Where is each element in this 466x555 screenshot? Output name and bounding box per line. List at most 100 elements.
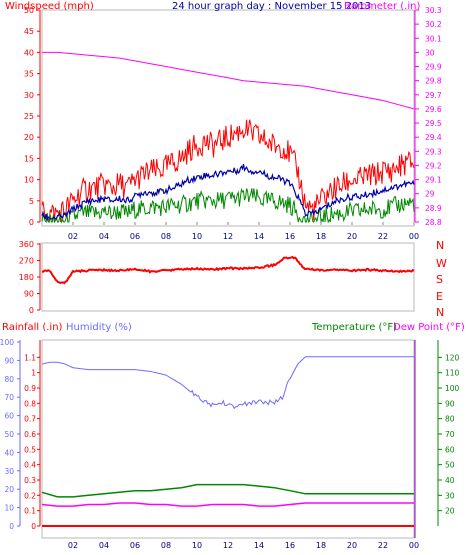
wind-tick-label: 5 [29, 197, 34, 206]
hour-label: 04 [99, 232, 109, 241]
humidity-axis-label: Humidity (%) [66, 322, 132, 333]
wind-series [41, 51, 415, 224]
humidity-tick-label: 10 [4, 504, 14, 513]
hour-label: 00 [409, 232, 419, 241]
direction-tick-label: 270 [19, 257, 34, 266]
temp-tick-label: 120 [445, 353, 460, 362]
hour-label: 20 [347, 541, 357, 550]
compass-label: S [436, 273, 443, 286]
rain-tick-label: 1.1 [24, 353, 36, 362]
rain-tick-label: 1 [31, 369, 36, 378]
baro-tick-label: 29.3 [425, 147, 442, 156]
rain-tick-label: 0.2 [24, 491, 36, 500]
compass-label: N [436, 239, 444, 252]
direction-tick-label: 180 [19, 273, 34, 282]
temp-tick-label: 40 [445, 476, 455, 485]
temp-tick-label: 20 [445, 507, 455, 516]
wind-tick-label: 20 [24, 133, 34, 142]
hour-label: 22 [378, 232, 388, 241]
wind-tick-label: 0 [29, 218, 34, 227]
baro-tick-label: 29.1 [425, 176, 442, 185]
temperature-line [41, 483, 414, 498]
temp-tick-label: 60 [445, 445, 455, 454]
rain-tick-label: 0.7 [24, 415, 36, 424]
baro-tick-label: 29.6 [425, 105, 442, 114]
compass-label: W [436, 257, 447, 270]
compass-label: E [436, 290, 443, 303]
hour-label: 18 [316, 232, 326, 241]
direction-panel-frame [41, 242, 415, 312]
hour-label: 20 [347, 232, 357, 241]
rain-tick-label: 0.4 [24, 461, 36, 470]
wind-tick-label: 30 [24, 91, 34, 100]
wind-axis-label: Windspeed (mph) [5, 1, 94, 12]
humidity-line [41, 356, 414, 410]
barometer-line [42, 51, 415, 110]
humidity-tick-label: 60 [4, 412, 14, 421]
baro-tick-label: 29.8 [425, 77, 442, 86]
wind-tick-label: 35 [24, 70, 34, 79]
direction-tick-label: 0 [29, 306, 34, 315]
direction-tick-label: 360 [19, 240, 34, 249]
rain-tick-label: 0.9 [24, 384, 36, 393]
wind-tick-label: 40 [24, 48, 34, 57]
hour-label: 02 [68, 232, 78, 241]
hour-label: 10 [192, 232, 202, 241]
compass-label: N [436, 306, 444, 319]
hour-label: 16 [285, 541, 295, 550]
wind-panel-frame [41, 9, 415, 227]
direction-line [41, 255, 415, 285]
baro-tick-label: 30 [425, 48, 435, 57]
baro-tick-label: 30.3 [425, 6, 442, 15]
temp-tick-label: 100 [445, 384, 460, 393]
climate-panel-frame [41, 339, 415, 539]
hour-label: 12 [223, 541, 233, 550]
compass-labels: N W S E N [436, 239, 447, 319]
hour-label: 06 [130, 232, 140, 241]
temp-tick-label: 80 [445, 415, 455, 424]
baro-tick-label: 29 [425, 190, 435, 199]
humidity-tick-label: 90 [4, 356, 14, 365]
hour-label: 08 [161, 232, 171, 241]
rain-tick-label: 0.3 [24, 476, 36, 485]
wind-tick-label: 15 [24, 154, 34, 163]
baro-tick-label: 28.8 [425, 218, 442, 227]
rain-tick-label: 0 [31, 522, 36, 531]
direction-tick-label: 90 [24, 290, 34, 299]
humidity-tick-label: 70 [4, 393, 14, 402]
rain-tick-label: 0.1 [24, 507, 36, 516]
rain-tick-label: 0.5 [24, 445, 36, 454]
wind-tick-label: 10 [24, 176, 34, 185]
wind-average-line [41, 163, 415, 222]
hour-label: 06 [130, 541, 140, 550]
rainfall-axis-label: Rainfall (.in) [2, 322, 63, 333]
temp-tick-label: 30 [445, 491, 455, 500]
hour-label: 16 [285, 232, 295, 241]
dewpoint-line [41, 502, 414, 507]
graph-title: 24 hour graph day : November 15 2013 [172, 1, 371, 12]
rain-tick-label: 0.6 [24, 430, 36, 439]
wind-tick-label: 25 [24, 112, 34, 121]
hour-label: 22 [378, 541, 388, 550]
humidity-tick-label: 30 [4, 467, 14, 476]
hour-label: 08 [161, 541, 171, 550]
hour-label: 02 [68, 541, 78, 550]
hour-label: 14 [254, 541, 264, 550]
baro-tick-label: 30.1 [425, 34, 442, 43]
hour-label: 14 [254, 232, 264, 241]
direction-series [41, 255, 415, 285]
wind-tick-label: 45 [24, 27, 34, 36]
wind-low-line [41, 187, 415, 224]
rain-tick-label: 0.8 [24, 399, 36, 408]
humidity-tick-label: 20 [4, 485, 14, 494]
hour-label: 00 [409, 541, 419, 550]
humidity-tick-label: 100 [0, 338, 14, 347]
humidity-tick-label: 80 [4, 375, 14, 384]
wind-gust-line [41, 119, 415, 224]
hour-label: 04 [99, 541, 109, 550]
humidity-tick-label: 50 [4, 430, 14, 439]
hour-label: 10 [192, 541, 202, 550]
baro-tick-label: 29.5 [425, 119, 442, 128]
